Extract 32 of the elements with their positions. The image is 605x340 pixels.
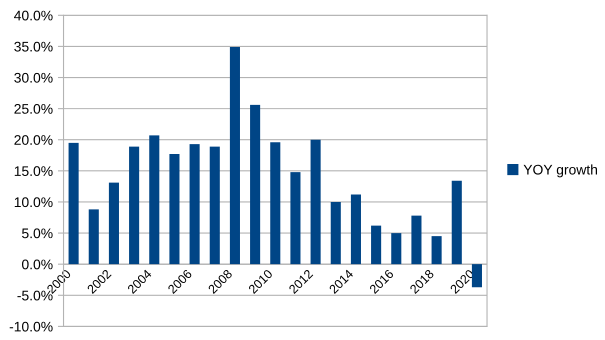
y-tick-label: 10.0% <box>14 197 53 208</box>
bar <box>68 142 79 264</box>
bar <box>290 172 300 264</box>
bar <box>190 144 200 264</box>
bar <box>432 236 442 264</box>
bar <box>330 202 341 264</box>
y-tick-label: 15.0% <box>14 166 53 176</box>
y-tick-label: 0.0% <box>22 260 53 270</box>
bar <box>169 154 180 264</box>
bar <box>88 209 99 264</box>
bar <box>310 140 321 264</box>
y-tick-label: 20.0% <box>14 135 53 145</box>
y-tick-label: 40.0% <box>14 10 53 20</box>
legend-label: YOY growth <box>524 164 598 178</box>
y-tick-label: 30.0% <box>14 72 53 83</box>
bar <box>350 194 361 264</box>
bar <box>371 226 382 264</box>
bar <box>210 146 220 264</box>
bar <box>411 216 422 264</box>
y-tick-label: 25.0% <box>14 104 53 114</box>
bar <box>149 135 160 264</box>
bar <box>270 142 280 264</box>
y-tick-label: -10.0% <box>10 322 53 332</box>
y-tick-label: 5.0% <box>22 228 53 238</box>
bar <box>250 104 260 264</box>
bar <box>108 182 119 264</box>
y-tick-label: 35.0% <box>14 42 53 52</box>
bar <box>472 264 482 288</box>
bar <box>391 233 402 264</box>
bar <box>230 47 240 264</box>
bar <box>452 180 462 264</box>
bar <box>129 146 140 264</box>
